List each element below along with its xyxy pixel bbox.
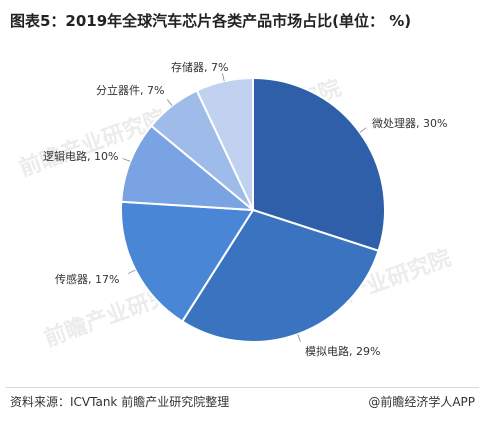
footer-source: 资料来源：ICVTank 前瞻产业研究院整理 [10, 395, 230, 409]
slice-data-label: 分立器件, 7% [96, 83, 164, 97]
pie-slice [180, 208, 380, 343]
pie-slice [120, 124, 257, 212]
pie-slice [252, 76, 386, 253]
slice-data-label: 微处理器, 30% [372, 116, 447, 130]
footer-divider [6, 387, 479, 388]
slice-data-label: 模拟电路, 29% [305, 344, 380, 358]
slice-leader-line [122, 158, 131, 162]
slice-data-label: 逻辑电路, 10% [43, 149, 118, 163]
pie-slice [195, 76, 254, 211]
pie-slice [120, 200, 255, 323]
slice-data-label: 存储器, 7% [171, 60, 228, 74]
slice-leader-line [166, 99, 173, 106]
footer-brand: @前瞻经济学人APP [368, 395, 475, 409]
slice-leader-line [359, 127, 367, 133]
slice-leader-line [297, 334, 301, 342]
chart-title: 图表5：2019年全球汽车芯片各类产品市场占比(单位： %) [10, 12, 412, 30]
slice-leader-line [222, 73, 225, 82]
slice-data-label: 传感器, 17% [55, 273, 119, 286]
slice-leader-line [128, 269, 136, 274]
